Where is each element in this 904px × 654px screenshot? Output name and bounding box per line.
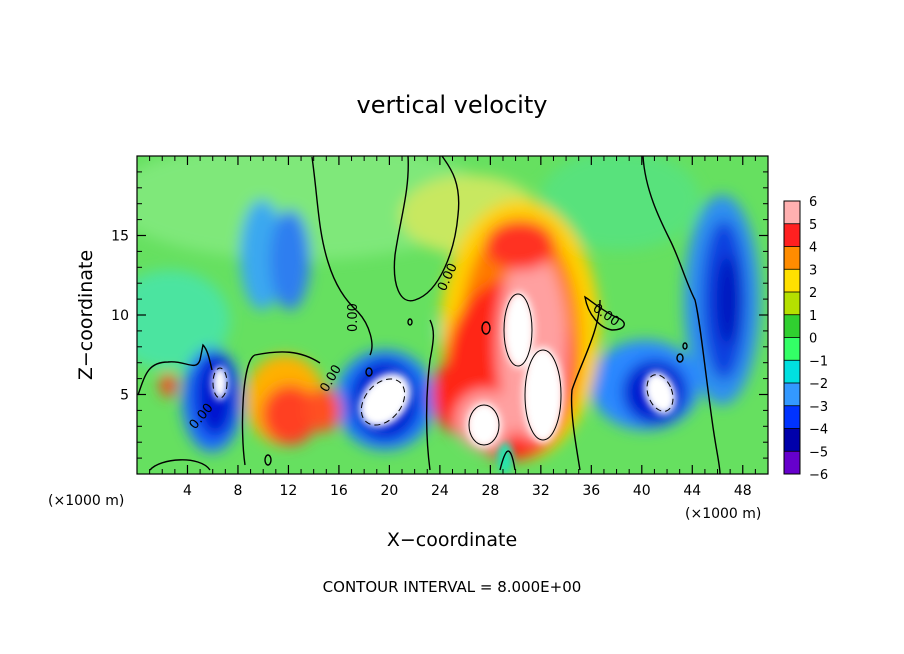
- x-tick-label: 20: [380, 483, 398, 499]
- field-blob-top-red: [485, 220, 555, 270]
- x-axis-label: X−coordinate: [387, 529, 517, 551]
- contour-line-6: [425, 319, 435, 471]
- colorbar-swatch: [784, 451, 800, 475]
- contour-pos-3: [468, 404, 500, 446]
- x-tick-label: 44: [683, 483, 701, 499]
- colorbar-swatch: [784, 405, 800, 429]
- field-blob-green-right: [540, 156, 700, 250]
- contour-neg-1: [212, 367, 228, 399]
- colorbar-tick-label: −4: [809, 423, 828, 438]
- value-contours: [212, 293, 674, 446]
- colorbar-tick-label: 4: [809, 241, 817, 256]
- x-tick-label: 28: [481, 483, 499, 499]
- field-core-white-6: [467, 403, 501, 447]
- field-blob-up-far-left: [160, 373, 176, 397]
- colorbar-tick-label: −6: [809, 468, 828, 483]
- contour-pos-2: [524, 349, 562, 441]
- contour-loop-1: [481, 321, 491, 335]
- contour-line-4: [311, 156, 373, 356]
- field-core-white-4: [504, 292, 534, 368]
- field-core-cyan-bottom: [497, 442, 513, 474]
- x-tick-label: 48: [734, 483, 752, 499]
- field-core-white-5: [523, 347, 563, 443]
- colorbar-swatch: [784, 428, 800, 452]
- x-tick-label: 24: [431, 483, 449, 499]
- field-core-white-2: [359, 373, 411, 427]
- contour-line-3: [241, 351, 321, 466]
- contour-line-8: [570, 299, 601, 471]
- colorbar-swatch: [784, 292, 800, 316]
- contour-interval-note: CONTOUR INTERVAL = 8.000E+00: [323, 578, 582, 596]
- contour-line-1: [137, 343, 213, 396]
- colorbar-tick-label: −2: [809, 377, 828, 392]
- x-tick-label: 8: [233, 483, 242, 499]
- contour-loop-6: [264, 454, 272, 466]
- x-tick-label: 4: [183, 483, 192, 499]
- contour-neg-2: [360, 378, 406, 426]
- field-blob-upper-blue-2: [270, 210, 310, 310]
- colorbar-swatch: [784, 314, 800, 338]
- colorbar-swatch: [784, 269, 800, 293]
- field-blob-up-left-3: [305, 388, 341, 432]
- field-blob-right-blue-core: [716, 255, 740, 345]
- contour-line-9: [642, 156, 721, 474]
- contour-loop-5: [676, 353, 684, 363]
- x-tick-label: 16: [330, 483, 348, 499]
- colorbar-tick-label: 3: [809, 263, 817, 278]
- contour-loop-3: [365, 367, 373, 377]
- colorbar-swatch: [784, 246, 800, 270]
- contour-label-2: 0.00: [346, 303, 361, 332]
- contour-upper-loop: [584, 295, 625, 331]
- contour-loop-2: [407, 318, 413, 326]
- colorbar-tick-label: 2: [809, 286, 817, 301]
- x-unit-label-left: (×1000 m): [48, 493, 124, 509]
- colorbar-tick-label: −5: [809, 445, 828, 460]
- x-tick-label: 36: [582, 483, 600, 499]
- x-tick-label: 12: [280, 483, 298, 499]
- colorbar-swatch: [784, 201, 800, 225]
- colorbar-swatch: [784, 383, 800, 407]
- field-blob-light-green: [137, 156, 490, 260]
- x-axis-ticks: 4 8 12 16 20 24 28 32 36 40 44 48: [149, 156, 756, 499]
- y-tick-label: 15: [111, 229, 129, 245]
- contour-line-2: [149, 459, 211, 471]
- contour-pos-1: [503, 293, 533, 367]
- y-axis-ticks: 5 10 15: [111, 171, 768, 459]
- y-tick-label: 5: [120, 388, 129, 404]
- x-unit-label-right: (×1000 m): [685, 506, 761, 522]
- contour-loop-4: [682, 342, 688, 350]
- y-axis-label: Z−coordinate: [75, 250, 97, 380]
- contour-line-7: [499, 450, 516, 471]
- x-tick-label: 32: [532, 483, 550, 499]
- zero-contours: [137, 156, 721, 474]
- colorbar-tick-label: 1: [809, 309, 817, 324]
- field-blob-cyan-left: [137, 270, 230, 370]
- colorbar-tick-label: 0: [809, 332, 817, 347]
- colorbar-swatch: [784, 360, 800, 384]
- y-tick-label: 10: [111, 308, 129, 324]
- contour-line-5: [393, 156, 460, 302]
- colorbar-swatch: [784, 223, 800, 247]
- colorbar-tick-label: 6: [809, 195, 817, 210]
- velocity-field: [137, 156, 768, 474]
- colorbar-swatch: [784, 337, 800, 361]
- colorbar: 6 5 4 3 2 1 0 −1 −2 −3 −4 −5 −6: [783, 195, 828, 483]
- colorbar-tick-label: −1: [809, 354, 828, 369]
- contour-neg-3: [646, 374, 674, 412]
- colorbar-tick-label: 5: [809, 218, 817, 233]
- chart-title: vertical velocity: [357, 91, 548, 119]
- field-core-white-1: [212, 366, 228, 400]
- colorbar-tick-label: −3: [809, 400, 828, 415]
- x-tick-label: 40: [633, 483, 651, 499]
- field-blob-up-left-2: [262, 385, 318, 445]
